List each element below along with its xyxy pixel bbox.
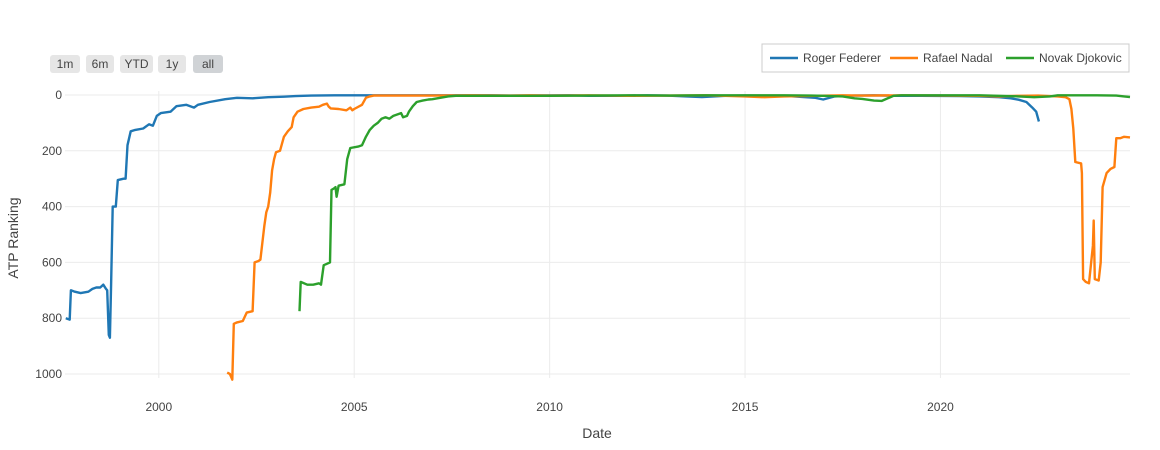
range-button-bg — [193, 55, 223, 73]
y-tick-label: 0 — [55, 88, 62, 102]
y-axis-ticks: 0 200 400 600 800 1000 — [35, 88, 62, 381]
series-line-roger-federer — [65, 94, 1041, 339]
legend-item[interactable]: Roger Federer — [770, 51, 881, 65]
range-button-label: all — [202, 57, 214, 71]
legend-box — [761, 43, 1130, 73]
range-button-all[interactable]: all — [193, 55, 223, 73]
range-selector: 1m 6m YTD 1y all — [50, 55, 223, 73]
y-tick-label: 1000 — [35, 367, 62, 381]
range-button-bg — [86, 55, 114, 73]
range-button-1y[interactable]: 1y — [158, 55, 186, 73]
range-button-label: 1m — [57, 57, 74, 71]
legend: Roger Federer Rafael Nadal Novak Djokovic — [761, 43, 1130, 73]
x-tick-label: 2020 — [927, 400, 954, 414]
y-tick-label: 400 — [42, 200, 62, 214]
x-tick-label: 2000 — [145, 400, 172, 414]
legend-item[interactable]: Novak Djokovic — [1006, 51, 1122, 65]
x-axis-title: Date — [582, 425, 612, 441]
range-button-label: 6m — [92, 57, 109, 71]
range-button-label: YTD — [125, 57, 149, 71]
y-tick-label: 800 — [42, 311, 62, 325]
y-tick-label: 600 — [42, 255, 62, 269]
y-axis-title: ATP Ranking — [5, 197, 21, 278]
legend-label: Roger Federer — [803, 51, 881, 65]
x-axis-ticks: 2000 2005 2010 2015 2020 — [145, 400, 954, 414]
range-button-1m[interactable]: 1m — [50, 55, 80, 73]
range-button-label: 1y — [166, 57, 179, 71]
range-button-bg — [50, 55, 80, 73]
series-line-novak-djokovic — [298, 94, 1131, 312]
legend-item[interactable]: Rafael Nadal — [890, 51, 992, 65]
y-tick-label: 200 — [42, 144, 62, 158]
legend-label: Rafael Nadal — [923, 51, 992, 65]
x-tick-label: 2015 — [732, 400, 759, 414]
legend-label: Novak Djokovic — [1039, 51, 1122, 65]
range-button-6m[interactable]: 6m — [86, 55, 114, 73]
x-tick-label: 2005 — [341, 400, 368, 414]
range-button-ytd[interactable]: YTD — [120, 55, 153, 73]
range-button-bg — [120, 55, 153, 73]
series-lines — [65, 94, 1131, 381]
range-button-bg — [158, 55, 186, 73]
x-tick-label: 2010 — [536, 400, 563, 414]
gridlines — [65, 91, 1130, 378]
series-line-rafael-nadal — [226, 94, 1131, 381]
